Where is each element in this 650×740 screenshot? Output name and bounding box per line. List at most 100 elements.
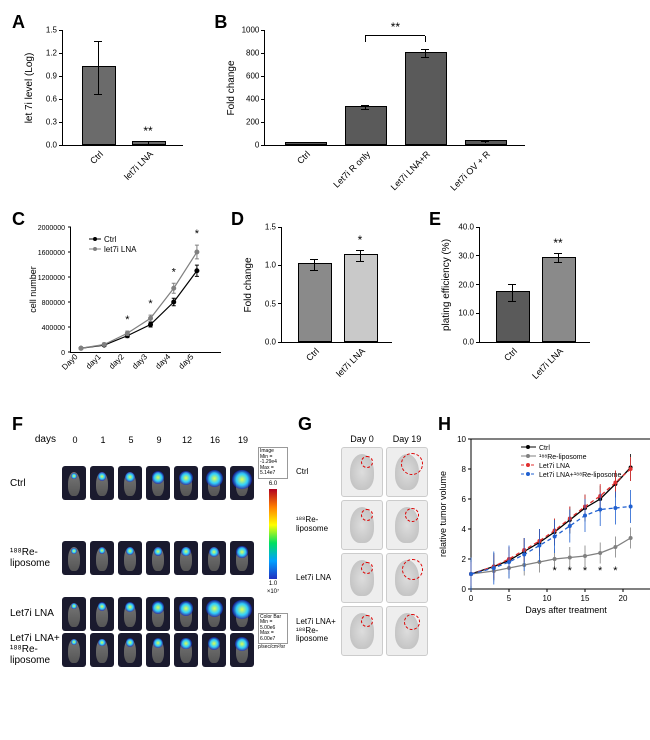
ivis-image: [146, 597, 170, 631]
tumor-photo: [386, 553, 428, 603]
svg-text:*: *: [613, 565, 618, 577]
panel-C: C 0 400000 800000 1200000 1600000 2000000 * * * *…: [10, 207, 221, 402]
svg-text:2000000: 2000000: [38, 225, 65, 232]
tumor-photo: [386, 500, 428, 550]
svg-text:Ctrl: Ctrl: [104, 235, 117, 244]
panel-G-content: Day 0Day 19Ctrl¹⁸⁸Re- liposomeLet7i LNAL…: [296, 434, 428, 656]
panel-F: F days0159121619CtrlImage Min = -1.29e4 …: [10, 412, 288, 667]
ivis-image: [174, 541, 198, 575]
bar-Ctrl: [285, 142, 327, 145]
svg-text:relative tumor volume: relative tumor volume: [438, 471, 448, 557]
bar-let7i LNA: [344, 254, 378, 342]
panel-C-label: C: [12, 209, 25, 230]
svg-text:4: 4: [462, 525, 467, 534]
ivis-image: [62, 633, 86, 667]
ivis-image: [90, 466, 114, 500]
ivis-image: [230, 466, 254, 500]
tumor-photo: [341, 500, 383, 550]
ivis-image: [62, 597, 86, 631]
row2: C 0 400000 800000 1200000 1600000 2000000 * * * *…: [10, 207, 640, 402]
svg-text:0: 0: [61, 350, 65, 357]
ivis-image: [174, 466, 198, 500]
svg-text:Days after treatment: Days after treatment: [525, 605, 607, 615]
bar-Let7i LNA: [542, 257, 576, 342]
ivis-image: [230, 633, 254, 667]
svg-text:day3: day3: [130, 352, 149, 371]
bar-Let7i R only: [345, 106, 387, 145]
panel-F-content: days0159121619CtrlImage Min = -1.29e4 Ma…: [10, 434, 288, 667]
chart-A: 0.00.30.60.91.21.5Ctrllet7i LNA**let 7i …: [30, 30, 204, 185]
chart-B: 02004006008001000CtrlLet7i R onlyLet7i L…: [232, 30, 640, 185]
ivis-image: [202, 633, 226, 667]
svg-text:day1: day1: [84, 352, 103, 371]
bar-Ctrl: [82, 66, 116, 145]
tumor-photo: [341, 447, 383, 497]
panel-D: D 0.00.51.01.5Ctrllet7i LNA*Fold change: [229, 207, 419, 402]
row3: F days0159121619CtrlImage Min = -1.29e4 …: [10, 412, 640, 667]
svg-text:Let7i LNA: Let7i LNA: [539, 463, 570, 470]
svg-text:6: 6: [462, 495, 467, 504]
ivis-image: [118, 541, 142, 575]
svg-text:*: *: [172, 266, 177, 278]
svg-text:10: 10: [543, 594, 552, 603]
svg-text:2: 2: [462, 555, 467, 564]
svg-text:Ctrl: Ctrl: [539, 445, 550, 452]
svg-text:*: *: [583, 565, 588, 577]
tumor-photo: [341, 553, 383, 603]
svg-text:0: 0: [469, 594, 474, 603]
chart-E: 0.010.020.030.040.0CtrlLet7i LNA**platin…: [447, 227, 617, 382]
panel-H: H 02468100510152025*****Days after treat…: [436, 412, 650, 667]
chart-H: 02468100510152025*****Days after treatme…: [436, 434, 650, 619]
bar-Ctrl: [496, 291, 530, 342]
panel-A: A 0.00.30.60.91.21.5Ctrllet7i LNA**let 7…: [10, 10, 204, 185]
svg-text:*: *: [568, 565, 573, 577]
svg-text:*: *: [125, 314, 130, 326]
tumor-photo: [386, 606, 428, 656]
svg-text:day2: day2: [107, 352, 126, 371]
tumor-photo: [386, 447, 428, 497]
ivis-image: [62, 541, 86, 575]
bar-Ctrl: [298, 263, 332, 342]
panel-A-label: A: [12, 12, 25, 33]
svg-text:¹⁸⁸Re-liposome: ¹⁸⁸Re-liposome: [539, 454, 587, 461]
bar-Let7i LNA+R: [405, 52, 447, 145]
svg-text:*: *: [195, 228, 200, 240]
ivis-image: [174, 633, 198, 667]
figure-top-grid: A 0.00.30.60.91.21.5Ctrllet7i LNA**let 7…: [10, 10, 640, 201]
svg-text:*: *: [598, 565, 603, 577]
svg-text:400000: 400000: [42, 325, 65, 332]
ivis-image: [146, 541, 170, 575]
svg-text:*: *: [148, 298, 153, 310]
svg-text:1200000: 1200000: [38, 275, 65, 282]
panel-E: E 0.010.020.030.040.0CtrlLet7i LNA**plat…: [427, 207, 617, 402]
ivis-image: [118, 597, 142, 631]
ivis-image: [230, 597, 254, 631]
ivis-image: [146, 633, 170, 667]
ivis-image: [90, 597, 114, 631]
ivis-image: [202, 541, 226, 575]
panel-B-label: B: [214, 12, 227, 33]
svg-text:15: 15: [581, 594, 590, 603]
svg-text:1600000: 1600000: [38, 250, 65, 257]
chart-D: 0.00.51.01.5Ctrllet7i LNA*Fold change: [249, 227, 419, 382]
panel-G: G Day 0Day 19Ctrl¹⁸⁸Re- liposomeLet7i LN…: [296, 412, 428, 667]
chart-C: 0400000800000120000016000002000000****Da…: [30, 227, 221, 402]
ivis-image: [230, 541, 254, 575]
ivis-image: [118, 633, 142, 667]
ivis-image: [202, 597, 226, 631]
svg-text:8: 8: [462, 465, 467, 474]
svg-text:cell number: cell number: [28, 266, 38, 313]
ivis-image: [62, 466, 86, 500]
panel-B: B 02004006008001000CtrlLet7i R onlyLet7i…: [212, 10, 640, 185]
svg-text:0: 0: [462, 585, 467, 594]
svg-text:800000: 800000: [42, 300, 65, 307]
svg-text:day4: day4: [154, 352, 173, 371]
panel-H-label: H: [438, 414, 451, 435]
svg-text:*: *: [552, 565, 557, 577]
panel-F-label: F: [12, 414, 23, 435]
panel-E-label: E: [429, 209, 441, 230]
svg-text:10: 10: [457, 435, 466, 444]
svg-text:day5: day5: [177, 352, 196, 371]
ivis-image: [118, 466, 142, 500]
svg-text:let7i LNA: let7i LNA: [104, 245, 137, 254]
